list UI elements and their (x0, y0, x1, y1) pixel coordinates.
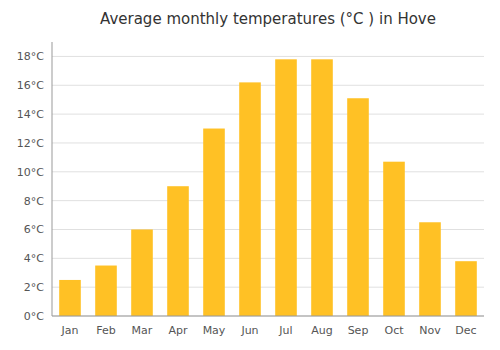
y-tick-label: 2°C (24, 281, 44, 294)
x-tick-label: Dec (455, 324, 476, 337)
grid-line (52, 114, 484, 115)
bar (275, 59, 297, 316)
grid-line (52, 171, 484, 172)
y-tick-label: 12°C (17, 137, 44, 150)
y-tick-label: 8°C (24, 195, 44, 208)
y-tick-label: 6°C (24, 223, 44, 236)
y-tick-label: 10°C (17, 166, 44, 179)
x-tick-label: Mar (132, 324, 153, 337)
bar (131, 229, 153, 316)
grid-line (52, 316, 484, 317)
grid-line (52, 200, 484, 201)
y-tick-label: 14°C (17, 108, 44, 121)
bar (383, 162, 405, 316)
title: Average monthly temperatures (°C ) in Ho… (100, 10, 436, 28)
grid-line (52, 85, 484, 86)
bar (347, 98, 369, 316)
x-tick-label: Aug (311, 324, 332, 337)
bar (419, 222, 441, 316)
x-tick-label: Jun (240, 324, 258, 337)
bar (239, 82, 261, 316)
y-tick-label: 18°C (17, 50, 44, 63)
bar (311, 59, 333, 316)
x-tick-label: Jan (61, 324, 79, 337)
y-tick-label: 4°C (24, 252, 44, 265)
x-tick-label: Feb (96, 324, 115, 337)
bar (455, 261, 477, 316)
y-tick-label: 16°C (17, 79, 44, 92)
x-tick-label: Nov (419, 324, 441, 337)
bar (203, 129, 225, 316)
grid-line (52, 142, 484, 143)
chart-svg: Average monthly temperatures (°C ) in Ho… (0, 0, 500, 350)
x-tick-label: Jul (278, 324, 292, 337)
x-tick-label: Sep (348, 324, 369, 337)
x-tick-label: May (203, 324, 226, 337)
grid-line (52, 56, 484, 57)
y-grid (52, 56, 484, 316)
x-axis-line (52, 316, 484, 317)
y-axis-line (52, 42, 53, 316)
bar (95, 266, 117, 316)
bar (59, 280, 81, 316)
bar (167, 186, 189, 316)
x-tick-label: Oct (384, 324, 404, 337)
bars (59, 59, 477, 316)
chart-container: Average monthly temperatures (°C ) in Ho… (0, 0, 500, 350)
x-tick-label: Apr (168, 324, 188, 337)
y-tick-label: 0°C (24, 310, 44, 323)
